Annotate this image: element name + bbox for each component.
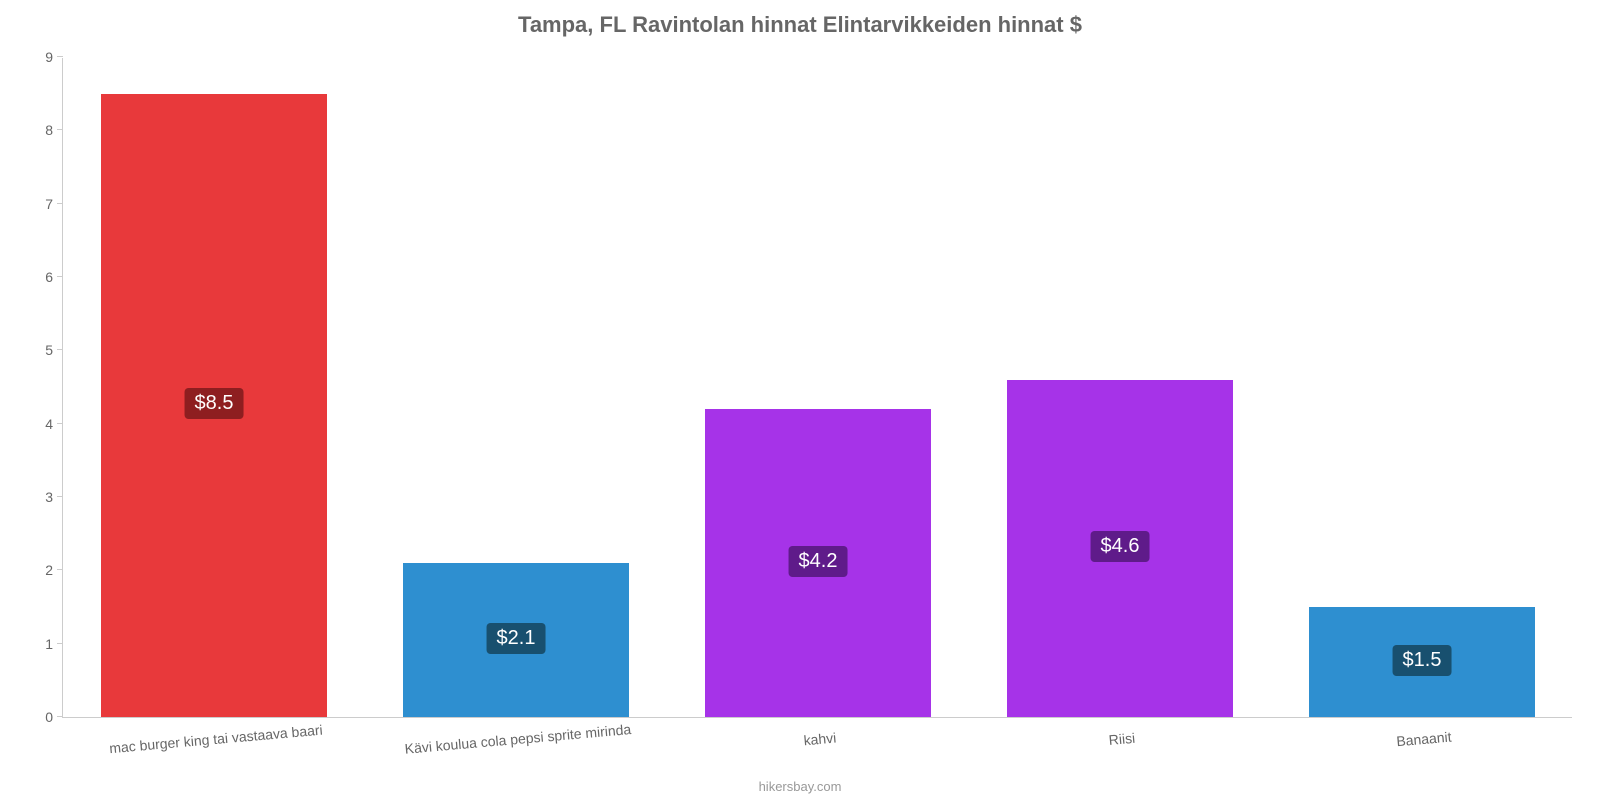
chart-bar: $8.5 (101, 94, 328, 717)
y-axis-tick-mark (57, 276, 63, 277)
x-axis-category-label: Banaanit (1394, 715, 1452, 750)
y-axis-tick-mark (57, 423, 63, 424)
bar-value-label: $2.1 (487, 623, 546, 654)
chart-bar: $4.2 (705, 409, 932, 717)
x-axis-category-label: Riisi (1107, 716, 1136, 748)
bar-value-label: $4.6 (1091, 531, 1150, 562)
y-axis-tick-mark (57, 129, 63, 130)
y-axis-tick-label: 6 (45, 269, 63, 285)
y-axis-tick-mark (57, 203, 63, 204)
y-axis-tick-label: 3 (45, 489, 63, 505)
y-axis-tick-mark (57, 569, 63, 570)
y-axis-tick-label: 9 (45, 49, 63, 65)
bar-value-label: $1.5 (1393, 645, 1452, 676)
chart-bar: $2.1 (403, 563, 630, 717)
chart-bar: $1.5 (1309, 607, 1536, 717)
y-axis-tick-label: 4 (45, 416, 63, 432)
y-axis-tick-label: 8 (45, 122, 63, 138)
y-axis-tick-mark (57, 496, 63, 497)
y-axis-tick-mark (57, 643, 63, 644)
y-axis-tick-mark (57, 56, 63, 57)
bar-value-label: $8.5 (185, 388, 244, 419)
x-axis-category-label: kahvi (802, 716, 837, 749)
y-axis-tick-mark (57, 349, 63, 350)
chart-bar: $4.6 (1007, 380, 1234, 717)
chart-title: Tampa, FL Ravintolan hinnat Elintarvikke… (0, 12, 1600, 38)
y-axis-tick-label: 7 (45, 196, 63, 212)
y-axis-tick-label: 1 (45, 636, 63, 652)
y-axis-tick-label: 2 (45, 562, 63, 578)
plot-area: 0123456789$8.5mac burger king tai vastaa… (62, 58, 1572, 718)
y-axis-tick-label: 0 (45, 709, 63, 725)
attribution-text: hikersbay.com (0, 779, 1600, 794)
y-axis-tick-label: 5 (45, 342, 63, 358)
y-axis-tick-mark (57, 716, 63, 717)
bar-value-label: $4.2 (789, 546, 848, 577)
